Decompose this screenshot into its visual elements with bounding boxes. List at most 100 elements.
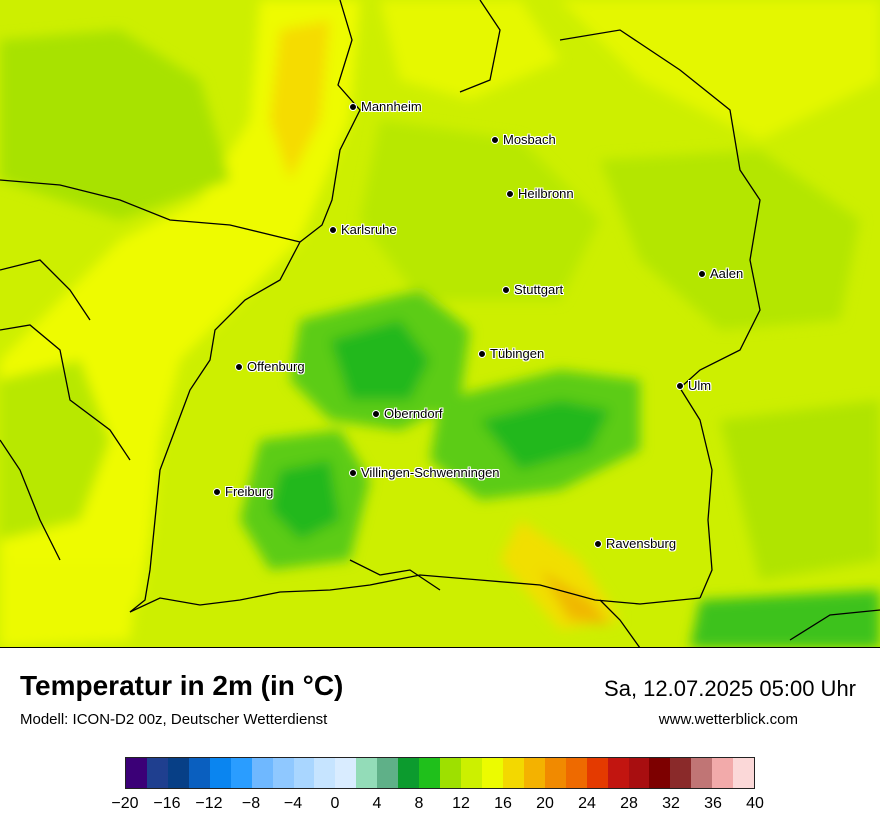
city-dot — [502, 285, 510, 294]
forecast-datetime: Sa, 12.07.2025 05:00 Uhr — [604, 676, 856, 701]
color-scale-swatch — [209, 758, 231, 788]
city-marker-offenburg: Offenburg — [235, 359, 305, 374]
city-label: Villingen-Schwenningen — [361, 465, 500, 480]
color-scale-tick-label: −4 — [283, 795, 303, 812]
color-scale-tick-label: 8 — [414, 795, 424, 812]
color-scale-tick-label: 28 — [620, 795, 638, 812]
border-line — [0, 179, 301, 243]
city-marker-tuebingen: Tübingen — [478, 346, 544, 361]
color-scale-swatch — [377, 758, 399, 788]
city-label: Karlsruhe — [341, 222, 397, 237]
color-scale-swatch — [167, 758, 189, 788]
city-marker-karlsruhe: Karlsruhe — [329, 222, 397, 237]
city-label: Tübingen — [490, 346, 545, 361]
borders — [0, 0, 880, 647]
color-scale-swatch — [481, 758, 503, 788]
border-line — [459, 0, 501, 93]
city-dot — [349, 102, 357, 111]
city-label: Mannheim — [361, 99, 422, 114]
color-scale-swatch — [586, 758, 608, 788]
model-source: Modell: ICON-D2 00z, Deutscher Wetterdie… — [20, 711, 328, 728]
color-scale-swatch — [461, 758, 482, 788]
city-label: Ulm — [688, 378, 712, 393]
color-scale-swatch — [502, 758, 524, 788]
city-marker-heilbronn: Heilbronn — [506, 186, 574, 201]
map-title: Temperatur in 2m (in °C) — [20, 670, 344, 701]
city-dot — [329, 225, 337, 234]
color-scale-tick-label: 36 — [704, 795, 722, 812]
city-dot — [676, 381, 684, 390]
color-scale-swatch — [293, 758, 315, 788]
city-dot — [491, 135, 499, 144]
temperature-zones — [0, 0, 880, 647]
color-scale-tick-label: 16 — [494, 795, 512, 812]
city-dot — [594, 539, 602, 548]
city-dot — [506, 189, 514, 198]
color-scale-swatch — [607, 758, 629, 788]
color-scale-ticks: −20 −16 −12 −8 −4 0 4 8 12 16 20 24 28 32 36 40 — [111, 795, 763, 815]
color-scale-tick-label: 32 — [662, 795, 680, 812]
border-line — [789, 609, 880, 641]
color-scale-swatch — [733, 758, 755, 788]
color-scale-tick-label: −12 — [195, 795, 223, 812]
city-dot — [349, 468, 357, 477]
color-scale-swatch — [314, 758, 336, 788]
color-scale-swatch — [146, 758, 168, 788]
color-scale-swatch — [565, 758, 587, 788]
color-scale-swatch — [544, 758, 566, 788]
color-scale-bar — [125, 757, 755, 789]
color-scale-swatch — [523, 758, 545, 788]
border-line — [349, 559, 441, 591]
color-scale-tick-label: 0 — [330, 795, 340, 812]
city-marker-freiburg: Freiburg — [213, 484, 273, 499]
city-dot — [372, 409, 380, 418]
border-line — [129, 574, 701, 613]
color-scale-swatch — [251, 758, 273, 788]
city-dot — [478, 349, 486, 358]
city-label: Freiburg — [225, 484, 274, 499]
color-scale-swatch — [272, 758, 294, 788]
city-dot — [698, 269, 706, 278]
color-scale-swatch — [712, 758, 734, 788]
border-line — [0, 324, 131, 461]
color-scale-swatch — [649, 758, 671, 788]
border-line — [299, 0, 361, 243]
color-scale-swatch — [628, 758, 650, 788]
city-label: Aalen — [710, 266, 744, 281]
border-line — [679, 387, 713, 599]
city-label: Heilbronn — [518, 186, 574, 201]
color-scale-tick-label: −16 — [153, 795, 181, 812]
city-dot — [213, 487, 221, 496]
city-marker-ravensburg: Ravensburg — [594, 536, 676, 551]
color-scale-tick-label: 4 — [372, 795, 382, 812]
color-scale-swatch — [230, 758, 252, 788]
city-marker-ulm: Ulm — [676, 378, 711, 393]
color-scale-swatch — [126, 758, 147, 788]
city-label: Ravensburg — [606, 536, 677, 551]
color-scale-tick-label: 24 — [578, 795, 596, 812]
border-line — [0, 259, 91, 321]
temperature-map: Mannheim Mosbach Heilbronn Karlsruhe Aal… — [0, 0, 880, 648]
color-scale-tick-label: 12 — [452, 795, 470, 812]
color-scale-tick-label: −20 — [111, 795, 139, 812]
color-scale-tick-label: 20 — [536, 795, 554, 812]
website-link[interactable]: www.wetterblick.com — [658, 711, 798, 728]
color-scale-tick-label: 40 — [746, 795, 764, 812]
color-scale-swatch — [356, 758, 378, 788]
color-scale-swatch — [440, 758, 461, 788]
city-dot — [235, 362, 243, 371]
city-label: Stuttgart — [514, 282, 564, 297]
city-label: Offenburg — [247, 359, 305, 374]
border-line — [559, 29, 761, 389]
city-marker-aalen: Aalen — [698, 266, 743, 281]
color-scale-swatch — [188, 758, 210, 788]
city-label: Oberndorf — [384, 406, 443, 421]
border-line — [599, 599, 641, 647]
color-scale-tick-label: −8 — [241, 795, 261, 812]
city-marker-oberndorf: Oberndorf — [372, 406, 443, 421]
color-scale-swatch — [691, 758, 713, 788]
color-scale-swatch — [670, 758, 692, 788]
color-scale-swatch — [398, 758, 420, 788]
city-marker-villingen-schwenningen: Villingen-Schwenningen — [349, 465, 500, 480]
border-line — [129, 241, 301, 613]
